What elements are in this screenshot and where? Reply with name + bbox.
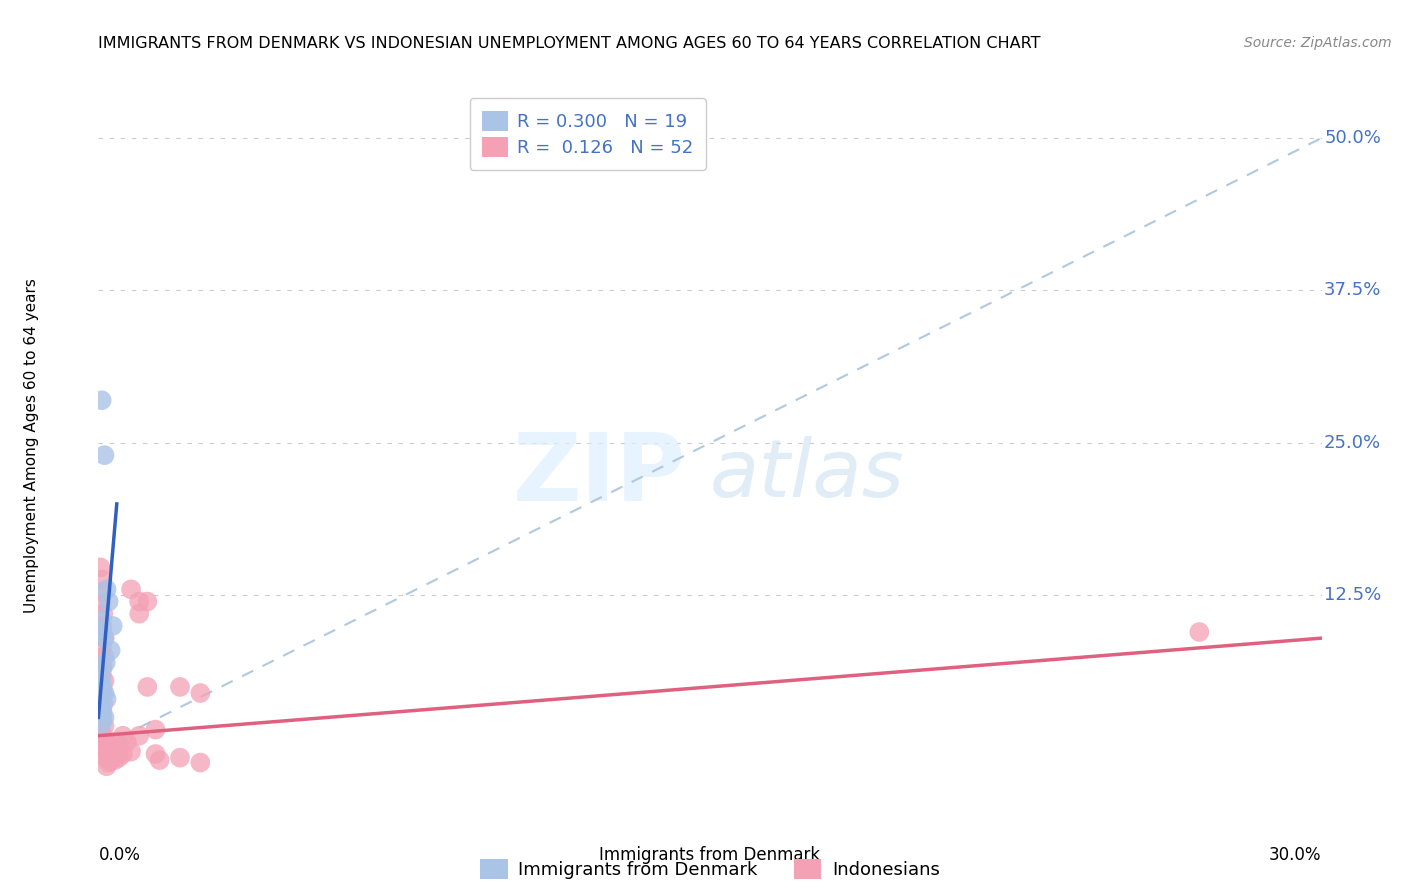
Point <box>101 619 124 633</box>
Point <box>93 448 115 462</box>
Point <box>188 686 212 700</box>
Point <box>128 607 150 621</box>
Point <box>91 680 114 694</box>
Point <box>128 594 150 608</box>
Point <box>149 753 172 767</box>
Point <box>145 723 167 737</box>
Point <box>104 740 127 755</box>
Point <box>93 631 115 645</box>
Point <box>91 662 114 676</box>
Text: Source: ZipAtlas.com: Source: ZipAtlas.com <box>1244 36 1392 50</box>
Point <box>108 750 131 764</box>
Text: 0.0%: 0.0% <box>98 846 141 863</box>
Point <box>90 393 112 408</box>
Point <box>91 584 114 599</box>
Point <box>89 560 111 574</box>
Point <box>115 735 138 749</box>
Point <box>90 698 112 713</box>
Point <box>145 747 167 761</box>
Point <box>96 692 118 706</box>
Point <box>136 594 159 608</box>
Point <box>90 690 112 704</box>
Point <box>90 716 112 731</box>
Point <box>91 712 114 726</box>
Point <box>90 704 112 718</box>
Text: IMMIGRANTS FROM DENMARK VS INDONESIAN UNEMPLOYMENT AMONG AGES 60 TO 64 YEARS COR: IMMIGRANTS FROM DENMARK VS INDONESIAN UN… <box>98 36 1040 51</box>
Point <box>91 619 114 633</box>
Point <box>97 747 120 761</box>
Point <box>91 657 114 672</box>
Text: 50.0%: 50.0% <box>1324 129 1381 147</box>
Point <box>101 747 124 761</box>
Point <box>90 726 112 740</box>
Text: 30.0%: 30.0% <box>1270 846 1322 863</box>
Point <box>136 680 159 694</box>
Legend: Immigrants from Denmark, Indonesians: Immigrants from Denmark, Indonesians <box>474 852 946 887</box>
Point <box>120 582 142 597</box>
Point <box>169 680 191 694</box>
Point <box>91 682 114 697</box>
Point <box>188 756 212 770</box>
Text: Immigrants from Denmark: Immigrants from Denmark <box>599 846 821 863</box>
Point <box>93 745 115 759</box>
Text: atlas: atlas <box>710 435 905 514</box>
Text: 25.0%: 25.0% <box>1324 434 1381 452</box>
Point <box>90 739 112 753</box>
Point <box>100 739 122 753</box>
Point <box>93 710 115 724</box>
Point <box>93 719 115 733</box>
Point <box>96 582 118 597</box>
Point <box>94 656 117 670</box>
Point <box>93 686 115 700</box>
Point <box>169 750 191 764</box>
Point <box>97 594 120 608</box>
Text: 37.5%: 37.5% <box>1324 282 1382 300</box>
Point <box>128 729 150 743</box>
Point <box>90 667 112 681</box>
Point <box>90 597 112 611</box>
Point <box>91 733 114 747</box>
Point <box>120 745 142 759</box>
Point <box>91 607 114 621</box>
Point <box>111 729 134 743</box>
Point <box>100 643 122 657</box>
Point <box>108 737 131 751</box>
Point <box>111 747 134 761</box>
Point <box>91 573 114 587</box>
Point <box>93 673 115 688</box>
Text: ZIP: ZIP <box>513 428 686 521</box>
Point <box>90 613 112 627</box>
Text: 12.5%: 12.5% <box>1324 586 1381 605</box>
Point <box>101 735 124 749</box>
Point <box>104 753 127 767</box>
Point <box>91 625 114 640</box>
Point <box>91 697 114 711</box>
Text: Unemployment Among Ages 60 to 64 years: Unemployment Among Ages 60 to 64 years <box>24 278 38 614</box>
Point <box>93 631 115 645</box>
Point <box>93 649 115 664</box>
Point <box>91 704 114 718</box>
Point <box>96 759 118 773</box>
Point <box>1188 625 1211 640</box>
Point <box>100 753 122 767</box>
Point <box>96 750 118 764</box>
Point <box>91 640 114 655</box>
Point <box>97 756 120 770</box>
Point <box>90 673 112 688</box>
